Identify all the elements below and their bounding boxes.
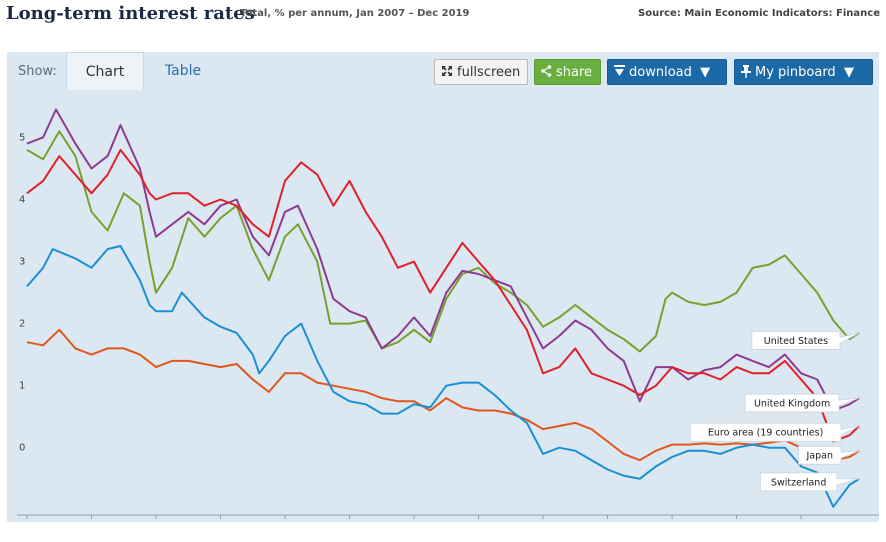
share-nodes-icon	[541, 60, 552, 86]
label-flag-box	[759, 472, 860, 492]
series-label-text: United States	[764, 336, 828, 347]
x-tick-label: 2019	[788, 521, 813, 522]
x-tick-label: 2008	[79, 521, 104, 522]
series-line-switzerland[interactable]	[26, 245, 860, 508]
series-end-label: Japan	[798, 445, 860, 465]
page-title: Long-term interest rates	[6, 3, 255, 24]
chart-area: 0 1 2 3 4 5 2007 2008 2009 2010 2011 2012 2013 2014 20…	[7, 90, 879, 522]
x-tick-label: 2014	[466, 521, 491, 522]
label-flag-box	[744, 393, 860, 413]
series-end-label: Switzerland	[759, 472, 860, 492]
caret-down-icon: ▼	[839, 65, 854, 80]
series-line-euro-area-19-countries[interactable]	[26, 148, 860, 443]
caret-down-icon: ▼	[696, 65, 711, 80]
x-tick-label: 2017	[659, 521, 684, 522]
x-tick-label: 2009	[143, 521, 168, 522]
fullscreen-label: fullscreen	[457, 65, 521, 80]
y-tick-label: 3	[19, 257, 25, 268]
download-button[interactable]: download ▼	[607, 59, 727, 85]
download-arrow-icon	[614, 60, 625, 86]
label-flag-box	[751, 330, 860, 350]
x-tick-label: 2015	[530, 521, 555, 522]
x-tick-label: 2012	[337, 521, 362, 522]
fullscreen-button[interactable]: fullscreen	[434, 59, 528, 85]
source-note: Source: Main Economic Indicators: Financ…	[638, 8, 880, 19]
tab-table[interactable]: Table	[164, 63, 202, 79]
series-label-text: Euro area (19 countries)	[708, 428, 823, 439]
tab-chart[interactable]: Chart	[66, 52, 144, 91]
series-line-united-states[interactable]	[26, 130, 860, 353]
y-tick-label: 1	[19, 381, 25, 392]
series-line-japan[interactable]	[26, 328, 860, 462]
y-tick-label: 2	[19, 319, 25, 330]
series-label-text: Switzerland	[771, 477, 826, 488]
series-line-united-kingdom[interactable]	[26, 108, 860, 412]
x-tick-label: 2011	[272, 521, 297, 522]
share-label: share	[556, 65, 593, 80]
pinboard-label: My pinboard	[755, 65, 836, 80]
series-label-text: Japan	[806, 451, 834, 462]
share-button[interactable]: share	[534, 59, 601, 85]
y-tick-label: 5	[19, 132, 25, 143]
download-label: download	[629, 65, 692, 80]
x-tick-label: 2007	[14, 521, 39, 522]
x-tick-label: 2010	[208, 521, 233, 522]
series-label-text: United Kingdom	[754, 399, 830, 410]
expand-arrows-icon	[441, 60, 453, 86]
series-end-label: United States	[751, 330, 860, 350]
x-tick-label: 2018	[724, 521, 749, 522]
line-chart: 0 1 2 3 4 5 2007 2008 2009 2010 2011 2012 2013 2014 20…	[14, 108, 879, 522]
x-tick-label: 2016	[595, 521, 620, 522]
y-tick-label: 0	[19, 443, 25, 454]
pushpin-icon	[741, 60, 751, 86]
label-flag-box	[798, 445, 860, 465]
toolbar: Show: Chart Table fullscreen share downl…	[7, 52, 879, 91]
show-label: Show:	[18, 64, 57, 79]
y-tick-label: 4	[19, 195, 25, 206]
page-header: Long-term interest rates Total, % per an…	[0, 0, 886, 34]
page-subtitle: Total, % per annum, Jan 2007 – Dec 2019	[240, 8, 470, 19]
series-end-label: United Kingdom	[744, 393, 860, 413]
label-flag-box	[689, 422, 860, 442]
x-tick-label: 2013	[401, 521, 426, 522]
series-end-label: Euro area (19 countries)	[689, 422, 860, 442]
my-pinboard-button[interactable]: My pinboard ▼	[734, 59, 873, 85]
